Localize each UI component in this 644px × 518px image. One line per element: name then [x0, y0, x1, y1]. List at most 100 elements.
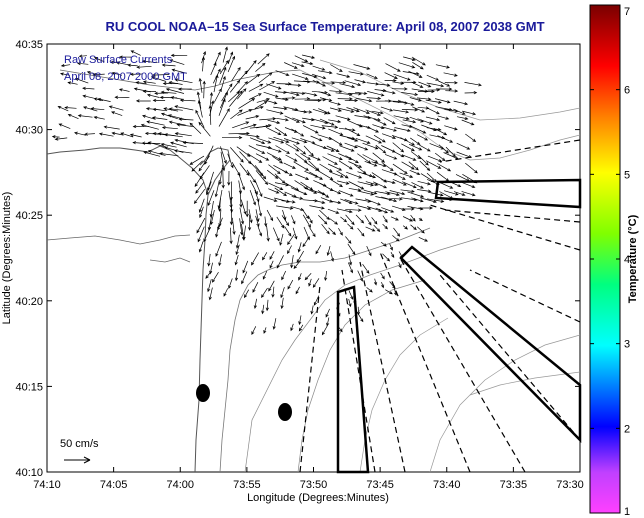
current-vector — [311, 73, 327, 80]
current-vector — [266, 169, 279, 179]
current-vector — [269, 251, 275, 260]
current-vector — [167, 114, 187, 121]
current-vector — [275, 70, 290, 76]
current-vector — [437, 135, 454, 143]
current-vector — [93, 115, 105, 120]
current-vector — [257, 137, 272, 144]
current-vector — [154, 91, 169, 96]
current-vector — [255, 209, 260, 223]
current-vector — [84, 132, 95, 136]
current-vector — [203, 227, 211, 243]
current-vector — [248, 145, 266, 154]
current-vector — [234, 254, 239, 266]
current-vector — [313, 295, 320, 306]
current-vector — [239, 163, 250, 177]
current-vector — [259, 81, 276, 91]
x-tick-label: 73:30 — [556, 479, 584, 491]
current-vector — [189, 122, 202, 134]
current-vector — [410, 137, 421, 145]
current-vector — [198, 77, 203, 93]
current-vector — [340, 216, 348, 223]
current-vector — [365, 181, 379, 186]
current-vector — [385, 191, 400, 196]
current-vector — [384, 78, 397, 83]
current-vector — [147, 149, 166, 156]
current-vector — [407, 191, 425, 198]
current-vector — [303, 145, 314, 157]
current-vector — [366, 245, 372, 257]
current-vector — [366, 126, 380, 133]
current-vector — [328, 188, 342, 195]
current-vector — [163, 133, 183, 138]
current-vector — [445, 146, 456, 158]
current-vector — [293, 259, 302, 270]
current-vector — [268, 137, 285, 144]
current-vector — [310, 124, 326, 130]
current-vector — [418, 236, 429, 242]
current-vector — [447, 180, 462, 188]
current-vector — [143, 151, 161, 157]
current-vector — [272, 156, 284, 164]
current-vector — [178, 117, 194, 121]
current-vector — [465, 133, 477, 142]
x-tick-label: 74:10 — [33, 479, 61, 491]
current-vector — [237, 171, 245, 191]
current-vector — [435, 98, 451, 104]
current-vector — [324, 270, 328, 281]
current-vector — [300, 153, 311, 160]
current-vector — [389, 281, 396, 290]
current-vector — [140, 123, 159, 130]
current-vector — [213, 88, 222, 103]
current-vector — [373, 181, 388, 189]
colorbar-tick-label: 6 — [624, 85, 630, 97]
colorbar-ticks: 7 6 5 4 3 2 1 — [590, 4, 630, 518]
current-vector — [375, 190, 391, 196]
current-vector — [435, 87, 453, 91]
current-vector — [210, 62, 217, 76]
current-vector — [385, 289, 393, 295]
current-vector — [337, 97, 353, 101]
current-vector — [160, 142, 177, 148]
current-vector — [67, 81, 78, 85]
station-marker — [278, 403, 292, 421]
current-vector — [268, 188, 280, 194]
current-vector — [347, 262, 353, 274]
current-vector — [207, 190, 215, 207]
current-vector — [382, 223, 388, 230]
current-vector — [429, 192, 444, 197]
current-vector — [417, 118, 433, 125]
current-vector — [336, 170, 349, 179]
current-vector — [129, 72, 142, 76]
current-vector — [345, 214, 355, 226]
current-vector — [419, 144, 431, 152]
current-vector — [291, 62, 305, 68]
current-vector — [198, 241, 204, 253]
current-vector — [465, 162, 478, 174]
current-vector — [296, 250, 305, 263]
current-vector — [354, 79, 367, 84]
current-vector — [120, 132, 134, 138]
current-vector — [328, 227, 336, 236]
x-tick-label: 73:40 — [433, 479, 461, 491]
current-vector — [74, 77, 89, 84]
current-vector — [198, 155, 210, 172]
current-vector — [227, 153, 234, 169]
current-vector — [362, 172, 377, 179]
current-vector — [275, 145, 290, 154]
current-vector — [251, 252, 260, 266]
current-vector — [281, 215, 290, 227]
current-vector — [392, 178, 407, 186]
current-vector — [249, 137, 266, 145]
current-vector — [266, 209, 274, 222]
current-vector — [329, 101, 341, 106]
current-vector — [418, 217, 423, 221]
current-vector — [281, 200, 296, 204]
current-vector — [355, 214, 365, 224]
y-tick-label: 40:20 — [15, 296, 43, 308]
legend-line-2: April 08, 2007 2000 GMT — [64, 71, 187, 83]
current-vector — [403, 56, 416, 61]
colorbar-label: Temperature (°C) — [627, 214, 639, 303]
current-vector — [367, 91, 385, 97]
current-vector — [402, 216, 414, 222]
